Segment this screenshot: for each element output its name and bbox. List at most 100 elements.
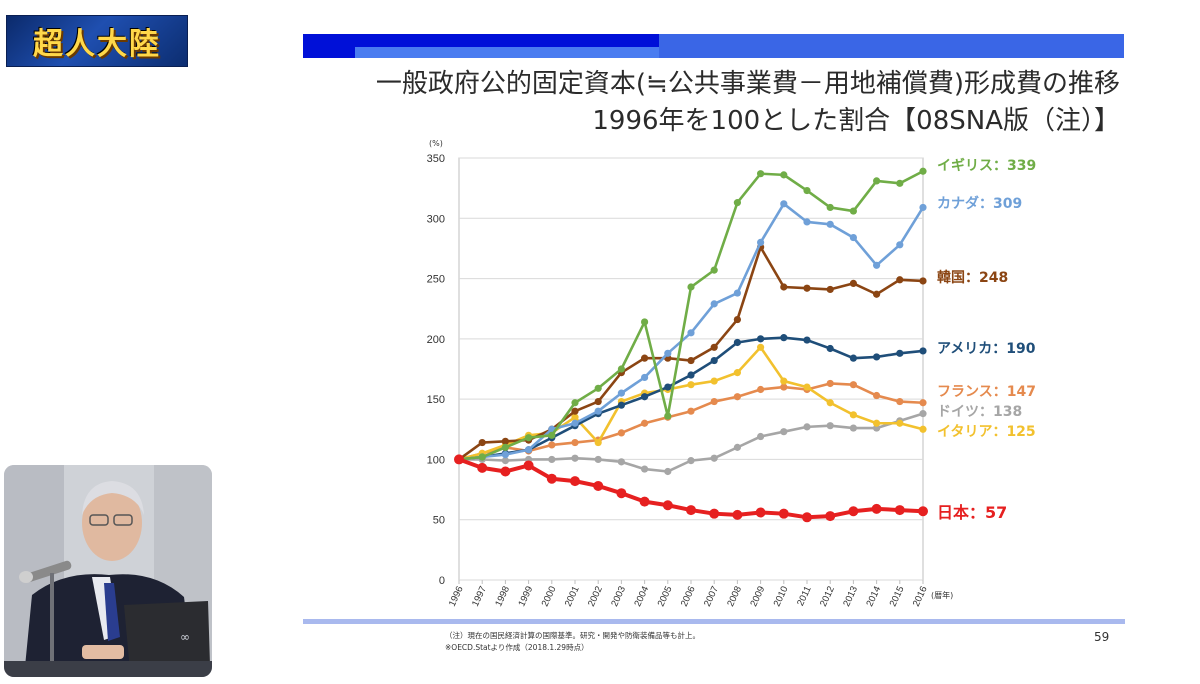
y-tick-label: 0 [439,575,445,587]
y-tick-label: 300 [427,213,445,225]
y-tick-label: 100 [427,454,445,466]
y-axis-label: (%) [429,139,443,148]
data-point-イギリス [780,171,788,179]
data-point-カナダ [501,451,509,459]
data-point-イタリア [919,425,927,433]
y-tick-label: 350 [427,153,445,165]
data-point-カナダ [826,220,834,228]
data-point-イタリア [803,383,811,391]
data-point-ドイツ [803,423,811,431]
data-point-日本 [894,505,905,516]
data-point-韓国 [571,407,579,415]
data-point-アメリカ [896,349,904,357]
data-point-イギリス [803,186,811,195]
data-point-イギリス [594,384,602,392]
data-point-アメリカ [919,347,927,355]
data-point-フランス [617,429,625,437]
data-point-ドイツ [919,410,927,418]
x-tick-label: 1996 [447,585,466,609]
data-point-イギリス [710,266,718,274]
data-point-イギリス [641,318,649,326]
data-point-ドイツ [571,454,579,462]
x-axis-label: (暦年) [931,590,953,600]
slide-footer-rule [303,619,1125,624]
data-point-フランス [548,441,556,449]
data-point-イタリア [757,343,765,351]
data-point-アメリカ [826,344,834,353]
data-point-アメリカ [849,354,857,362]
data-point-アメリカ [664,383,672,391]
data-point-韓国 [803,284,811,292]
data-point-イギリス [896,179,904,187]
end-label-イギリス: イギリス：339 [937,157,1036,174]
data-point-イギリス [919,167,927,175]
x-tick-label: 2001 [563,585,582,609]
x-tick-label: 2008 [725,585,744,609]
x-tick-label: 2009 [748,585,767,609]
y-tick-label: 250 [427,274,445,286]
data-point-韓国 [641,354,649,362]
data-point-カナダ [780,200,788,208]
chart-series [454,167,928,523]
x-tick-label: 1999 [516,585,535,609]
x-tick-label: 2007 [702,585,721,609]
data-point-フランス [710,397,718,406]
data-point-フランス [641,419,649,427]
data-point-フランス [757,385,765,394]
data-point-イタリア [896,419,904,427]
slide-title-line1: 一般政府公的固定資本(≒公共事業費－用地補償費)形成費の推移 [375,69,1120,99]
y-tick-label: 200 [427,334,445,346]
x-tick-label: 2010 [772,585,791,609]
data-point-韓国 [501,437,509,445]
data-point-日本 [477,462,488,473]
data-point-日本 [570,476,580,487]
data-point-イギリス [873,177,881,185]
data-point-韓国 [849,279,857,287]
data-point-フランス [896,397,904,406]
data-point-イギリス [617,365,625,373]
data-point-カナダ [873,261,881,269]
data-point-アメリカ [757,335,765,343]
data-point-韓国 [919,277,927,285]
data-point-ドイツ [617,458,625,466]
data-point-ドイツ [548,455,556,464]
data-point-カナダ [710,300,718,308]
end-label-日本: 日本：57 [937,503,1007,522]
end-label-韓国: 韓国：248 [937,269,1008,286]
data-point-ドイツ [664,467,672,476]
data-point-ドイツ [594,455,602,464]
data-point-イギリス [501,443,509,451]
data-point-日本 [755,507,766,518]
data-point-アメリカ [710,356,718,365]
data-point-日本 [500,466,511,477]
end-label-ドイツ: ドイツ：138 [937,404,1022,420]
data-point-韓国 [687,356,695,365]
data-point-ドイツ [780,428,788,436]
data-point-イタリア [571,413,579,421]
data-point-イタリア [687,381,695,389]
data-point-日本 [616,488,627,499]
data-point-イギリス [826,203,834,212]
data-point-韓国 [873,290,881,298]
data-point-カナダ [896,241,904,249]
footnote-1: （注）現在の国民経済計算の国際基準。研究・開発や防衛装備品等も計上。 [445,631,700,640]
data-point-日本 [918,506,928,517]
x-tick-label: 2016 [911,585,930,609]
data-point-カナダ [571,419,579,427]
data-point-カナダ [525,446,533,454]
chart-grid [458,157,924,581]
data-point-日本 [802,512,812,523]
data-point-イギリス [525,434,533,442]
data-point-イタリア [849,411,857,419]
plot-frame [458,157,924,581]
data-point-フランス [873,391,881,400]
x-tick-label: 2011 [795,585,814,608]
page-number: 59 [1094,630,1110,644]
data-point-日本 [709,508,720,519]
data-point-日本 [871,503,882,514]
data-point-ドイツ [710,454,718,462]
y-tick-label: 50 [433,515,445,527]
data-point-日本 [662,500,673,511]
data-point-フランス [849,381,857,389]
data-point-フランス [687,407,695,415]
